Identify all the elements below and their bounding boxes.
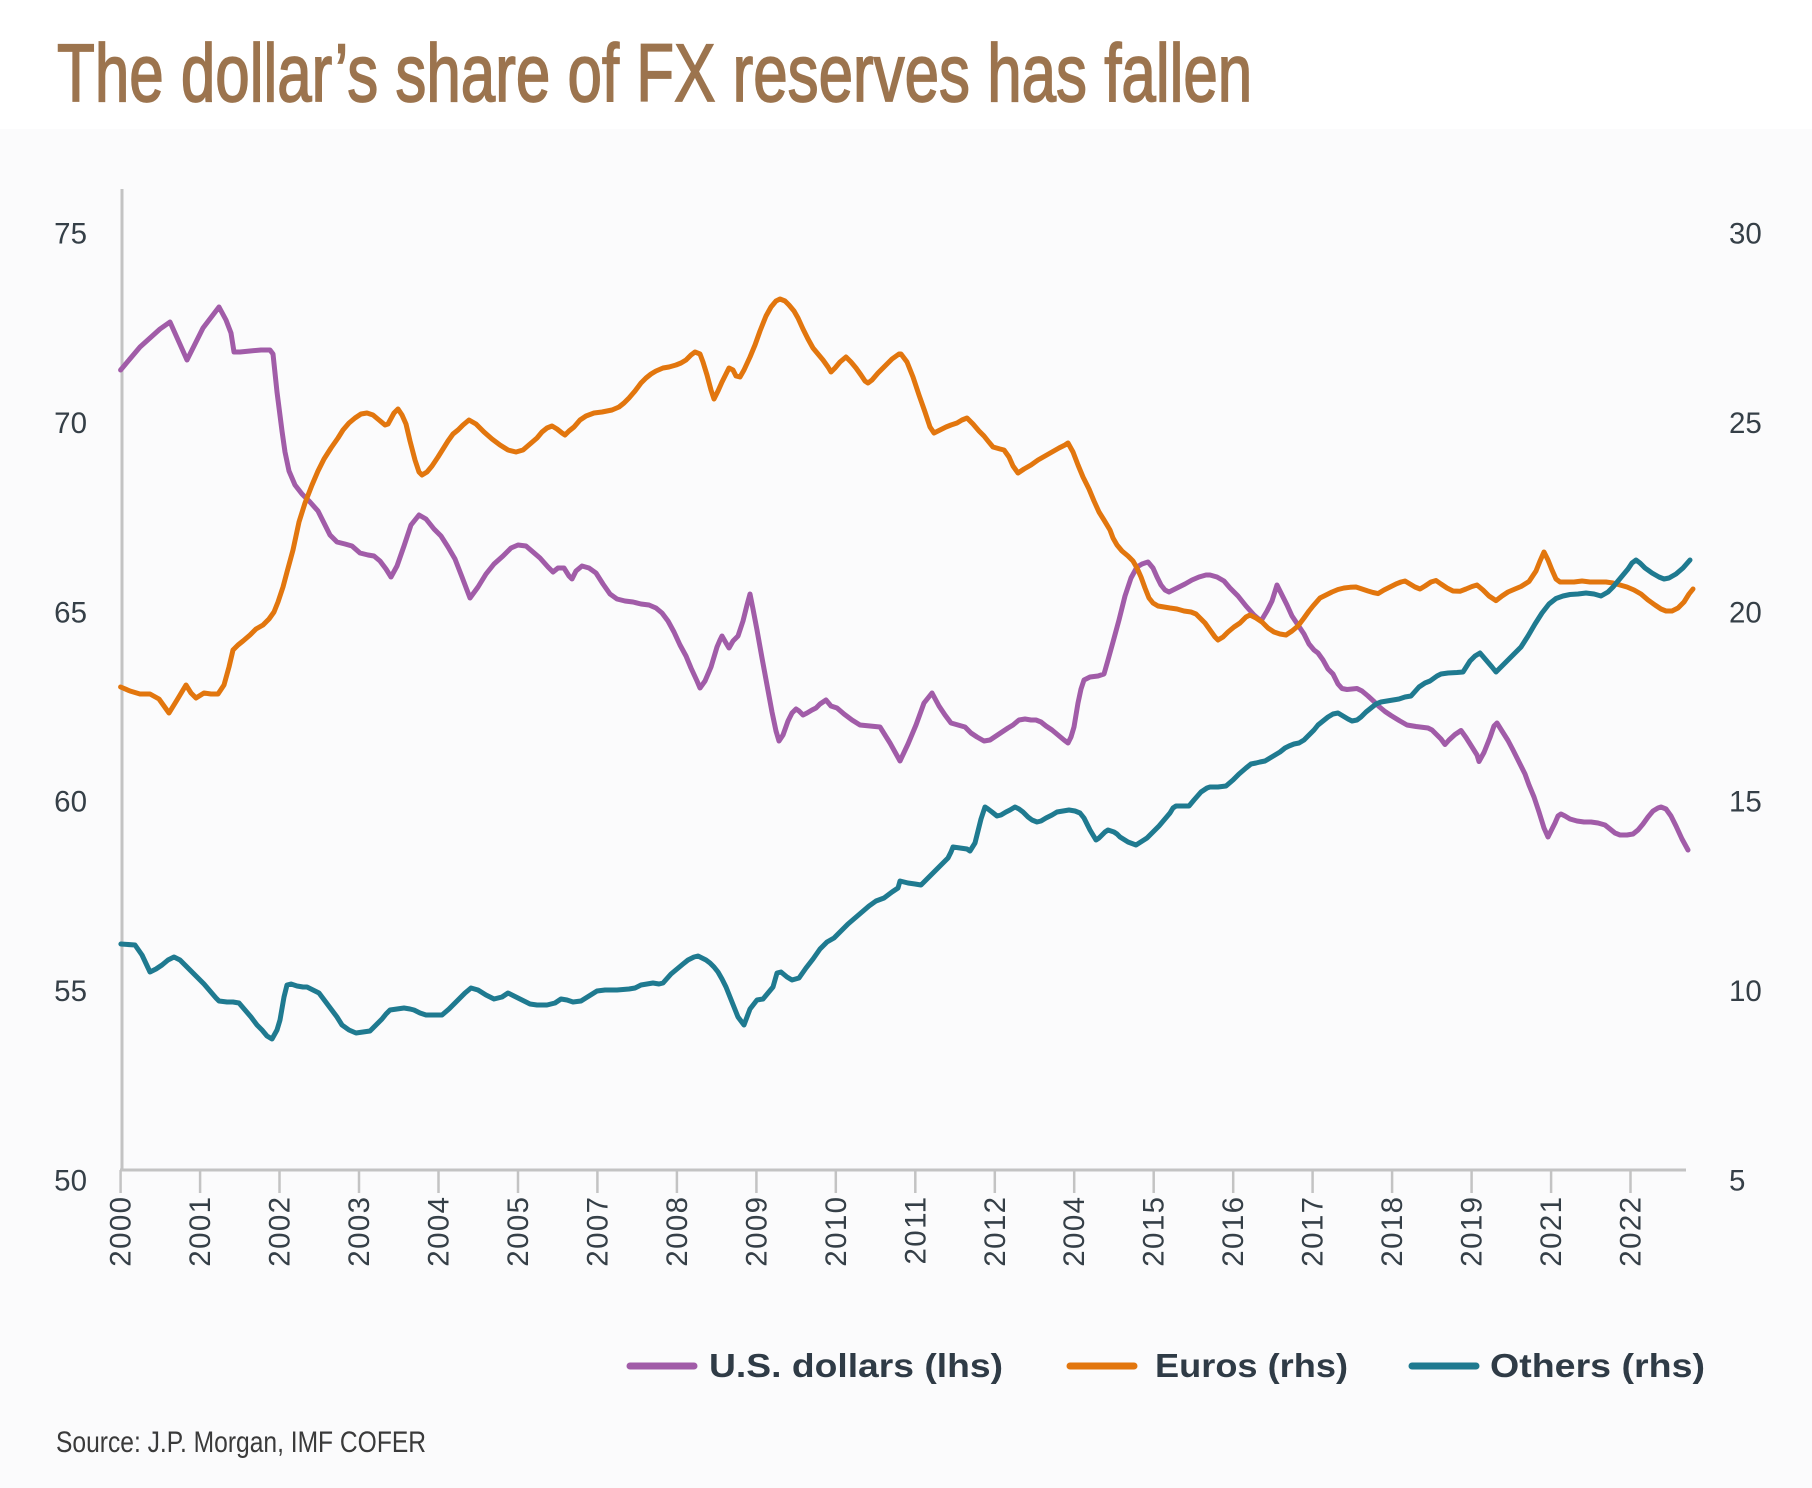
svg-text:20: 20 bbox=[1729, 596, 1762, 629]
svg-text:Euros (rhs): Euros (rhs) bbox=[1155, 1347, 1348, 1384]
svg-text:30: 30 bbox=[1729, 218, 1762, 251]
svg-text:65: 65 bbox=[54, 596, 87, 629]
svg-text:50: 50 bbox=[54, 1165, 87, 1198]
svg-text:2001: 2001 bbox=[184, 1196, 217, 1267]
svg-text:2002: 2002 bbox=[264, 1196, 297, 1267]
svg-text:75: 75 bbox=[54, 218, 87, 251]
svg-text:2000: 2000 bbox=[105, 1196, 138, 1267]
svg-text:2019: 2019 bbox=[1456, 1196, 1489, 1267]
svg-text:70: 70 bbox=[54, 407, 87, 440]
svg-text:U.S. dollars (lhs): U.S. dollars (lhs) bbox=[709, 1347, 1003, 1384]
svg-text:2008: 2008 bbox=[661, 1196, 694, 1267]
svg-text:2012: 2012 bbox=[979, 1196, 1012, 1267]
svg-text:2004: 2004 bbox=[1058, 1196, 1091, 1267]
svg-text:2005: 2005 bbox=[502, 1196, 535, 1267]
svg-text:2018: 2018 bbox=[1376, 1196, 1409, 1267]
svg-text:Others (rhs): Others (rhs) bbox=[1490, 1347, 1705, 1384]
svg-text:25: 25 bbox=[1729, 407, 1762, 440]
svg-text:2011: 2011 bbox=[899, 1196, 932, 1265]
svg-text:2022: 2022 bbox=[1615, 1196, 1648, 1267]
svg-text:5: 5 bbox=[1729, 1165, 1745, 1198]
svg-text:60: 60 bbox=[54, 786, 87, 819]
svg-text:2017: 2017 bbox=[1297, 1196, 1330, 1267]
svg-text:10: 10 bbox=[1729, 975, 1762, 1008]
svg-text:2016: 2016 bbox=[1217, 1196, 1250, 1267]
svg-text:55: 55 bbox=[54, 975, 87, 1008]
svg-text:2010: 2010 bbox=[820, 1196, 853, 1267]
svg-text:15: 15 bbox=[1729, 786, 1762, 819]
svg-text:2015: 2015 bbox=[1138, 1196, 1171, 1267]
svg-text:2021: 2021 bbox=[1535, 1196, 1568, 1267]
svg-text:2004: 2004 bbox=[423, 1196, 456, 1267]
svg-text:2009: 2009 bbox=[740, 1196, 773, 1267]
svg-text:2003: 2003 bbox=[343, 1196, 376, 1267]
svg-text:2007: 2007 bbox=[581, 1196, 614, 1267]
